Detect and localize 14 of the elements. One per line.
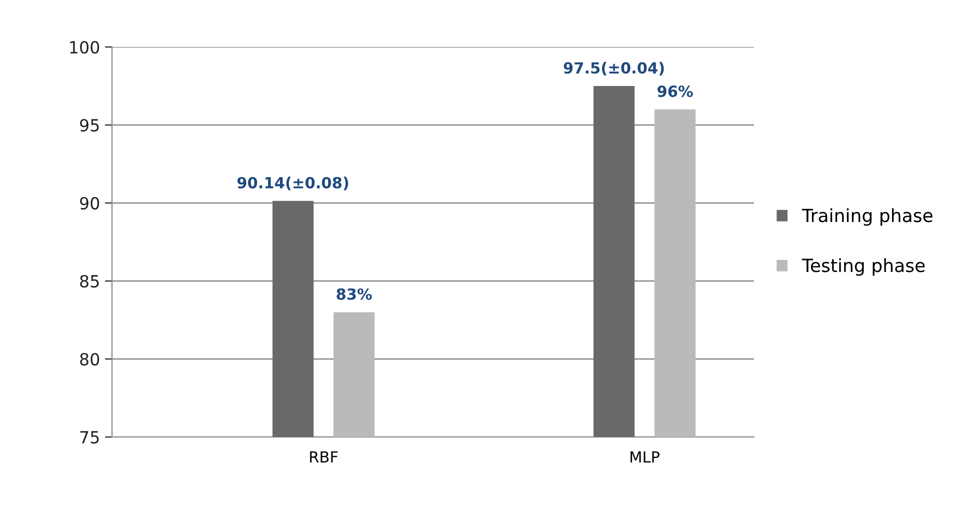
- y-tick-label: 80: [80, 352, 100, 366]
- data-label: 96%: [658, 86, 693, 98]
- data-label: 83%: [336, 288, 372, 300]
- y-tick-label: 100: [70, 40, 100, 54]
- x-tick-label: MLP: [630, 451, 660, 462]
- x-tick-label: RBF: [310, 451, 338, 462]
- legend-label: Testing phase: [802, 258, 925, 276]
- y-tick-label: 85: [80, 274, 99, 288]
- data-label: 90.14(±0.08): [237, 176, 348, 190]
- y-tick-label: 75: [80, 431, 99, 444]
- data-label: 97.5(±0.04): [564, 62, 664, 76]
- y-tick-label: 90: [80, 196, 100, 210]
- legend-label: Training phase: [802, 208, 932, 226]
- y-tick-label: 95: [80, 118, 99, 132]
